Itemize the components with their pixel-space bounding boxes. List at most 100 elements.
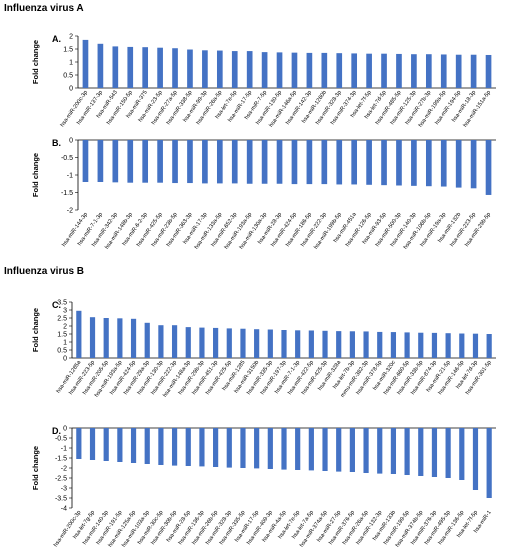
bar <box>486 334 492 358</box>
bar <box>246 140 253 184</box>
bar <box>418 428 424 476</box>
bar <box>366 140 372 185</box>
bar <box>89 428 96 460</box>
bar <box>199 327 205 358</box>
x-tick-label: hsa-miR-151a-5p <box>462 90 492 129</box>
bar <box>445 428 451 478</box>
y-tick-label: 0 <box>69 86 73 93</box>
bar <box>431 332 438 358</box>
bar <box>321 140 328 185</box>
bar <box>226 328 232 358</box>
bar <box>97 140 104 182</box>
chart-panel-c: C.Fold change00.511.522.533.5hsa-miR-128… <box>31 300 496 399</box>
bar <box>213 428 219 467</box>
y-tick-label: -2.5 <box>55 476 67 483</box>
bar <box>103 318 109 358</box>
bar <box>82 39 89 88</box>
bar <box>404 428 410 475</box>
bar <box>472 428 479 490</box>
y-tick-label: 2 <box>63 324 67 331</box>
bar <box>240 428 246 468</box>
y-tick-label: -2 <box>67 208 73 215</box>
bar <box>76 428 82 459</box>
bar <box>240 328 246 358</box>
bar <box>199 428 205 467</box>
bar <box>366 53 372 88</box>
bar <box>171 428 178 466</box>
bar <box>76 310 82 358</box>
y-tick-label: 1.5 <box>57 332 67 339</box>
bar <box>336 53 343 88</box>
bar <box>445 333 451 358</box>
y-axis-label: Fold change <box>31 153 40 197</box>
bar <box>142 140 149 183</box>
bar <box>308 428 314 471</box>
bar <box>144 322 150 358</box>
bar <box>351 53 358 88</box>
bar <box>157 140 163 183</box>
chart-panel-a: A.Fold change00.511.52hsa-miR-200c-3phsa… <box>31 34 496 129</box>
bar <box>97 43 104 88</box>
bar <box>254 428 260 469</box>
bar <box>418 332 424 358</box>
bar <box>411 140 417 186</box>
y-axis-label: Fold change <box>31 446 40 490</box>
bar <box>306 52 313 88</box>
bar <box>455 54 462 88</box>
bar <box>117 428 123 462</box>
bar <box>267 428 273 469</box>
bar <box>472 333 479 358</box>
bar <box>425 140 432 187</box>
bar <box>485 140 492 195</box>
bar <box>485 54 492 88</box>
bar <box>103 428 109 461</box>
bar <box>455 140 462 188</box>
bar <box>291 140 298 185</box>
panel-label: A. <box>52 34 61 44</box>
bar <box>363 428 369 473</box>
y-tick-label: 1 <box>63 340 67 347</box>
y-tick-label: -1.5 <box>55 456 67 463</box>
bar <box>322 428 328 471</box>
bar <box>202 50 208 88</box>
y-tick-label: -0.5 <box>55 436 67 443</box>
bar <box>231 140 238 184</box>
bar <box>295 330 301 358</box>
bar <box>276 52 283 88</box>
bar <box>172 140 178 184</box>
bar <box>112 46 119 88</box>
x-tick-label: hsa-miR-301-5p <box>465 360 493 396</box>
bar <box>213 327 219 358</box>
bar <box>349 428 355 472</box>
y-tick-label: -3 <box>61 486 67 493</box>
bar <box>349 331 355 358</box>
bar <box>130 428 137 463</box>
bar <box>336 428 342 472</box>
bar <box>281 428 287 470</box>
bar <box>157 47 163 88</box>
bar <box>336 140 343 185</box>
bar <box>216 50 223 88</box>
bar <box>306 140 313 185</box>
bar <box>322 330 328 358</box>
x-tick-label: hsa-miR-144-3p <box>61 212 89 248</box>
bar <box>226 428 232 468</box>
bar <box>470 54 477 88</box>
bar <box>291 52 298 88</box>
bar <box>431 428 438 477</box>
bar <box>127 46 134 88</box>
y-tick-label: 2 <box>69 34 73 41</box>
panel-label: D. <box>52 426 61 436</box>
bar <box>216 140 223 184</box>
bar <box>390 428 397 474</box>
bar <box>261 140 268 184</box>
bar <box>381 140 387 186</box>
y-tick-label: -3.5 <box>55 496 67 503</box>
bar <box>246 51 253 88</box>
bar <box>425 54 432 88</box>
y-tick-label: 2.5 <box>57 316 67 323</box>
bar <box>351 140 358 185</box>
bar <box>440 54 447 88</box>
chart-panel-d: D.Fold change0-0.5-1-1.5-2-2.5-3-3.5-4hs… <box>31 426 496 549</box>
y-tick-label: -4 <box>61 506 67 513</box>
